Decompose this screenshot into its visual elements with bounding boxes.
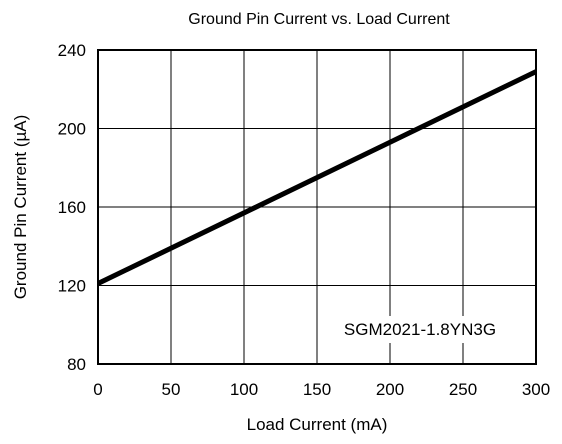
y-axis-label: Ground Pin Current (µA) — [11, 115, 30, 300]
x-tick-label: 0 — [93, 380, 102, 399]
y-tick-label: 80 — [67, 355, 86, 374]
x-axis-label: Load Current (mA) — [247, 415, 388, 434]
tick-labels: 0 50 100 150 200 250 300 80 120 160 200 240 — [58, 41, 551, 399]
x-tick-label: 100 — [230, 380, 258, 399]
x-tick-label: 200 — [376, 380, 404, 399]
annotation-label: SGM2021-1.8YN3G — [344, 320, 496, 339]
series-layer — [96, 69, 538, 286]
plot-frame — [97, 49, 537, 365]
y-tick-label: 120 — [58, 277, 86, 296]
annotation-background — [323, 316, 517, 343]
y-tick-label: 160 — [58, 198, 86, 217]
chart-title: Ground Pin Current vs. Load Current — [188, 11, 450, 28]
grid-lines — [98, 50, 536, 364]
series-line — [96, 69, 538, 286]
y-tick-label: 240 — [58, 41, 86, 60]
x-tick-label: 150 — [303, 380, 331, 399]
annotation-layer: SGM2021-1.8YN3G — [323, 316, 517, 343]
x-tick-label: 50 — [162, 380, 181, 399]
y-tick-label: 200 — [58, 120, 86, 139]
x-tick-label: 300 — [522, 380, 550, 399]
x-tick-label: 250 — [449, 380, 477, 399]
